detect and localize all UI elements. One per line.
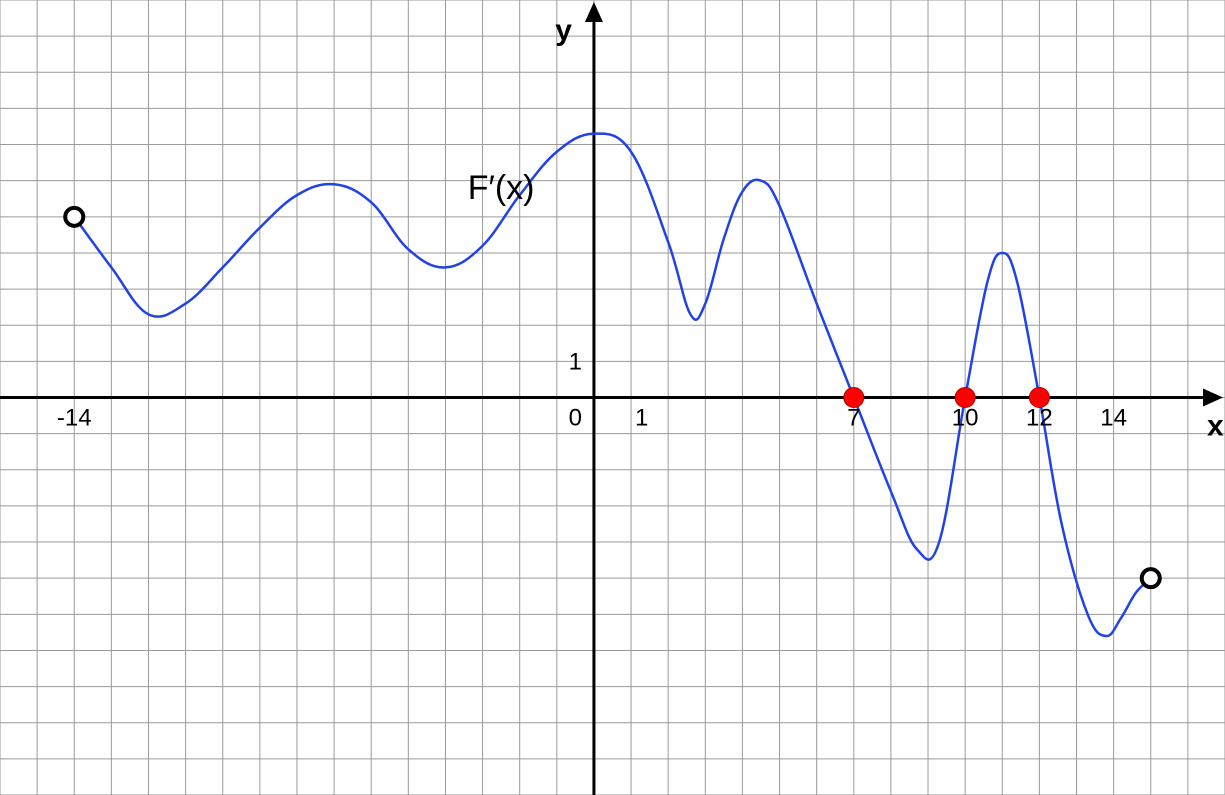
tick-label: 1 (569, 348, 582, 375)
open-endpoint (1142, 569, 1160, 587)
tick-label: 10 (952, 405, 979, 432)
chart-svg: -14 1 1 7 10 12 14 0 x y F′(x) (0, 0, 1225, 795)
tick-label: -14 (57, 405, 92, 432)
origin-label: 0 (569, 405, 582, 432)
fprime-curve (74, 134, 1151, 636)
x-axis-label: x (1207, 410, 1224, 443)
open-endpoint (65, 208, 83, 226)
tick-label: 1 (635, 405, 648, 432)
curve-layer (74, 134, 1151, 636)
labels-layer: -14 1 1 7 10 12 14 0 x y F′(x) (57, 14, 1224, 443)
y-axis-arrow (585, 2, 603, 22)
tick-label: 14 (1100, 405, 1127, 432)
tick-label: 12 (1026, 405, 1053, 432)
x-axis-arrow (1203, 389, 1223, 407)
function-label: F′(x) (468, 169, 535, 207)
y-axis-label: y (555, 14, 572, 47)
chart-container: -14 1 1 7 10 12 14 0 x y F′(x) (0, 0, 1225, 795)
tick-label: 7 (847, 405, 860, 432)
